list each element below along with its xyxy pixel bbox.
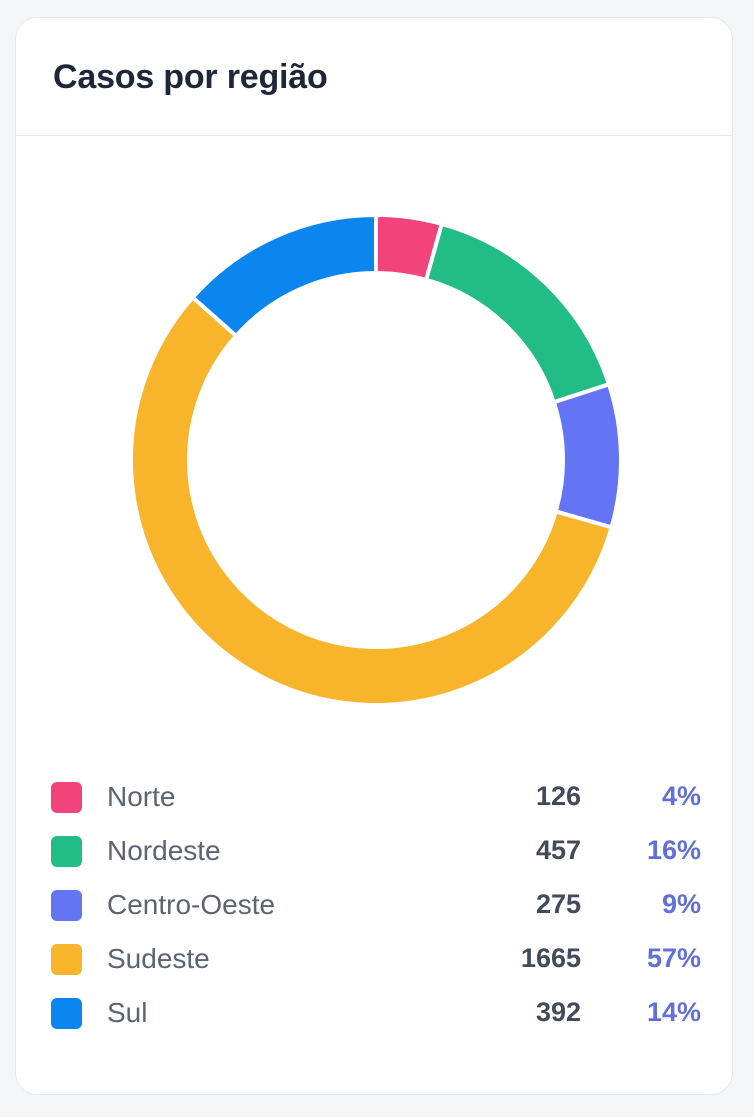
legend-label: Sul [107,997,148,1028]
donut-slice-nordeste[interactable] [424,221,612,405]
legend-percent: 57% [646,943,701,973]
legend-label: Norte [107,781,176,812]
legend-label: Nordeste [107,835,221,866]
legend-count: 1665 [520,943,581,973]
legend-swatch [51,836,82,867]
legend-percent: 4% [661,781,701,811]
doughnut-chart [126,210,626,710]
legend-percent: 9% [661,889,701,919]
donut-slice-sul[interactable] [190,213,378,338]
legend-count: 457 [535,835,581,865]
legend-item-sudeste[interactable]: Sudeste 1665 57% [51,935,701,989]
legend-swatch [51,998,82,1029]
legend-item-norte[interactable]: Norte 126 4% [51,773,701,827]
legend-item-centro-oeste[interactable]: Centro-Oeste 275 9% [51,881,701,935]
legend-percent: 14% [646,997,701,1027]
legend-count: 392 [535,997,581,1027]
legend-item-sul[interactable]: Sul 392 14% [51,989,701,1043]
legend-swatch [51,944,82,975]
legend-count: 275 [535,889,581,919]
donut-slice-centro-oeste[interactable] [551,382,623,530]
legend-percent: 16% [646,835,701,865]
legend-swatch [51,890,82,921]
doughnut-svg [129,213,623,707]
chart-legend: Norte 126 4% Nordeste 457 16% Centro-Oeste 275 9… [51,773,701,1043]
card-header: Casos por região [16,18,732,136]
legend-item-nordeste[interactable]: Nordeste 457 16% [51,827,701,881]
legend-label: Sudeste [107,943,210,974]
region-cases-card: Casos por região Norte 126 4% Nordeste 457 16… [15,17,733,1095]
legend-label: Centro-Oeste [107,889,276,920]
donut-slice-sudeste[interactable] [129,295,614,707]
legend-count: 126 [535,781,581,811]
card-title: Casos por região [53,58,328,96]
legend-swatch [51,782,82,813]
